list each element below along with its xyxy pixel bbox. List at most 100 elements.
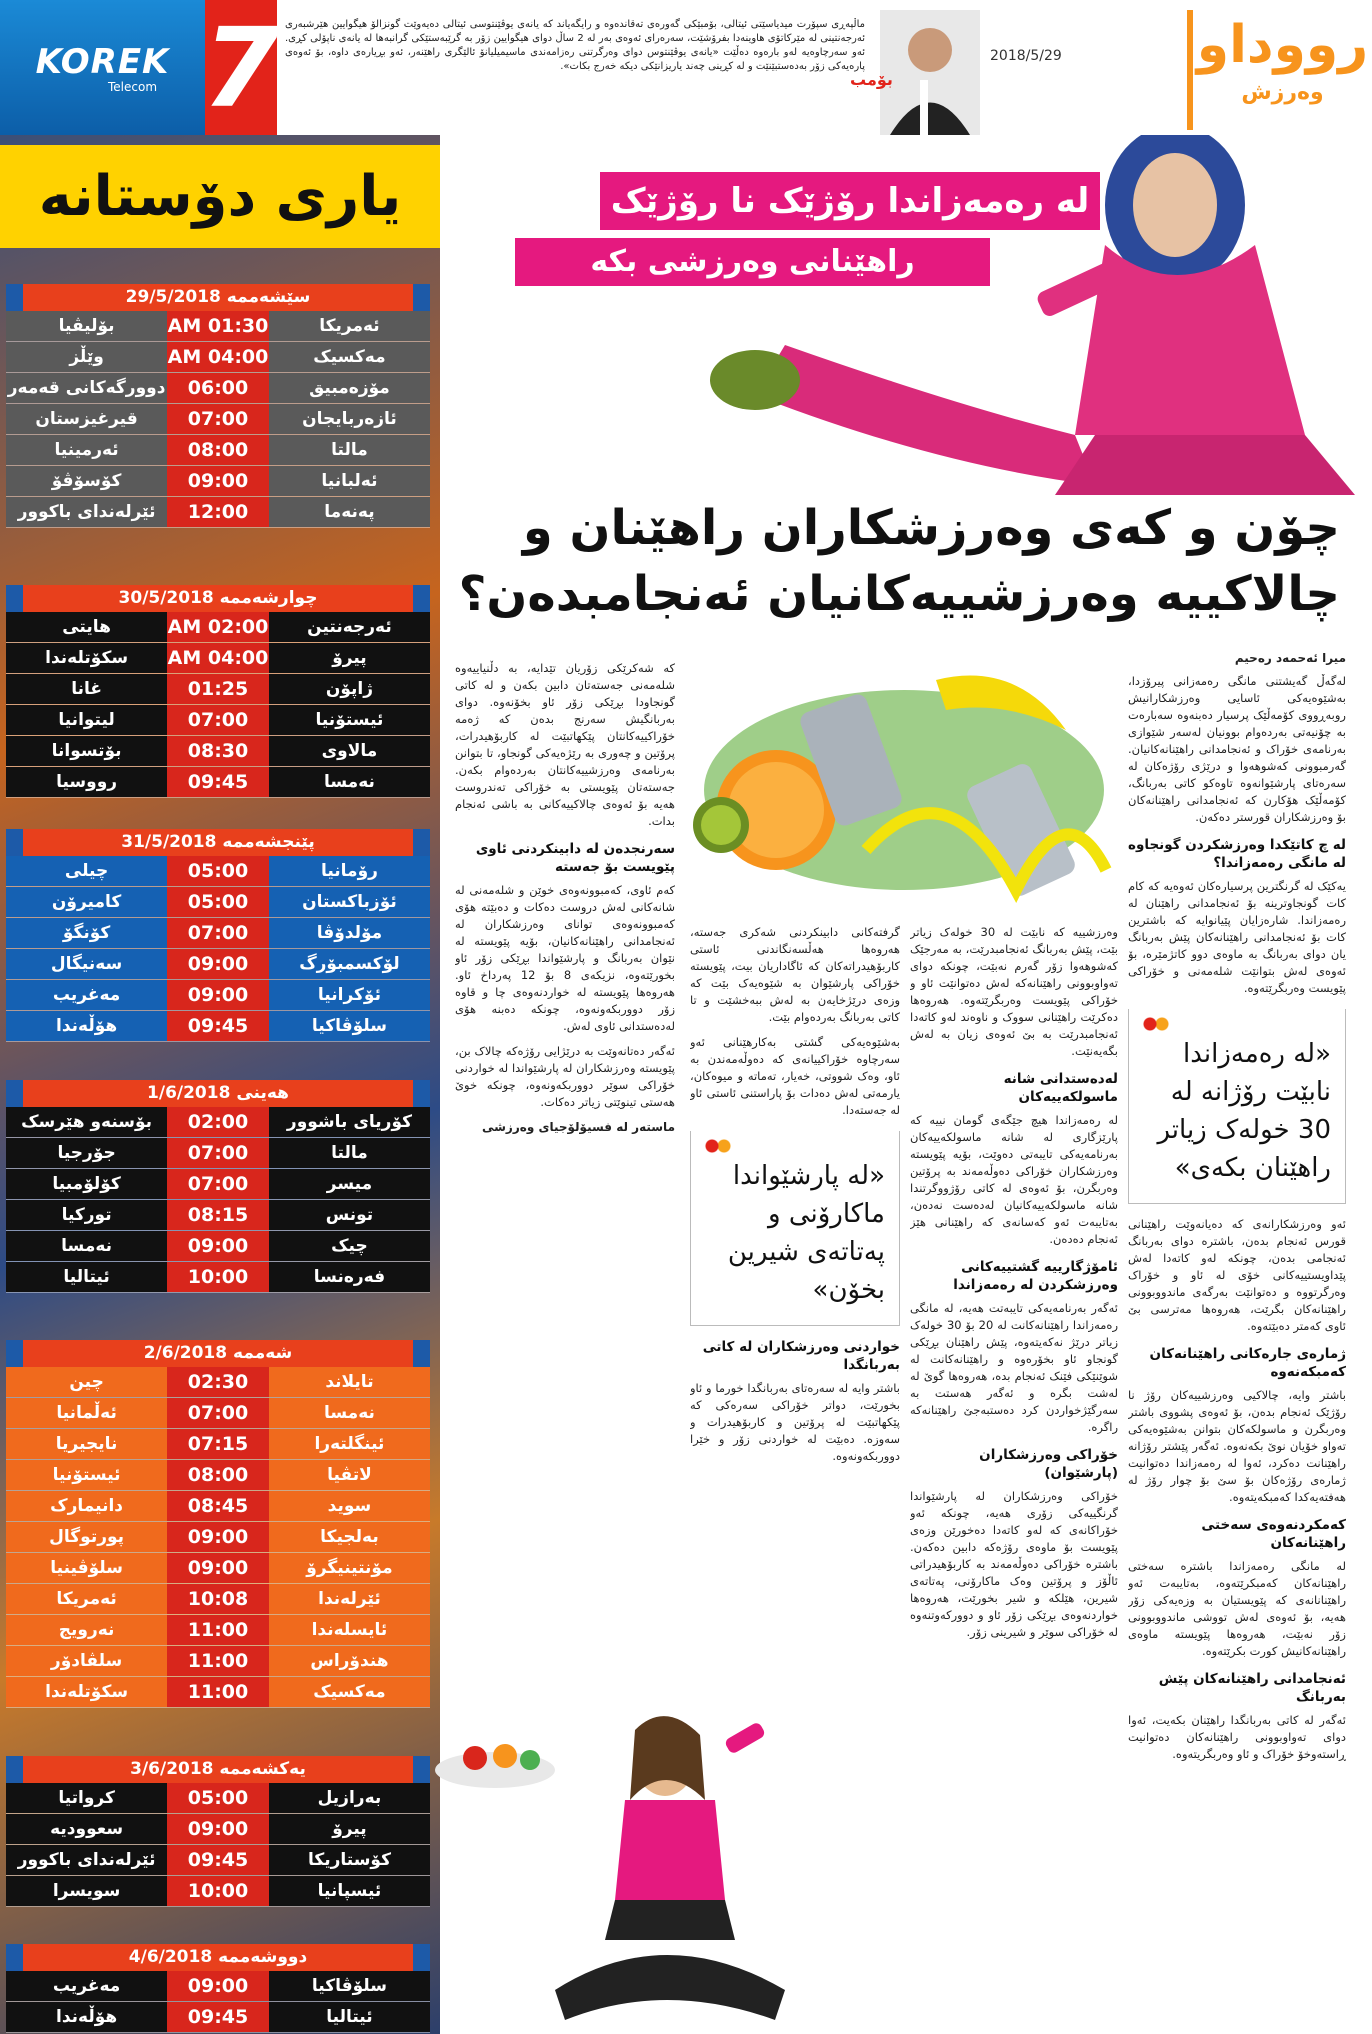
match-row: ئۆکرانیا 09:00 مەغریب [6,980,430,1011]
team: ئەڵمانیا [6,1398,168,1428]
match-row: پەنەما 12:00 ئێرلەندای باکوور [6,497,430,528]
team: پورتوگال [6,1522,168,1552]
team: مەکسیک [268,1677,430,1707]
day-header: یەکشەممە 3/6/2018 [6,1756,430,1783]
match-row: بەرازیل 05:00 کرواتیا [6,1783,430,1814]
subheading: سەرنجدەن لە دابینکردنی ئاوی پێویست بۆ جە… [475,841,675,875]
match-row: ئیتالیا 09:45 هۆڵەندا [6,2002,430,2033]
day-block: دووشەممە 4/6/2018 سلۆڤاکیا 09:00 مەغریب ئیتا… [6,1944,430,2033]
team: بەلجیکا [268,1522,430,1552]
team: رووسیا [6,767,168,797]
team: کۆریای باشوور [268,1107,430,1137]
match-row: مالتا 08:00 ئەرمینیا [6,435,430,466]
team: لیتوانیا [6,705,168,735]
sponsor-logo: KOREK Telecom [0,0,205,135]
match-time: 08:30 [167,736,269,766]
day-header: هەینی 1/6/2018 [6,1080,430,1107]
match-time: 07:00 [167,1398,269,1428]
match-time: 07:00 [167,705,269,735]
match-row: مۆزەمبیق 06:00 دوورگەکانی قەمەر [6,373,430,404]
team: سلۆڤاکیا [268,1971,430,2001]
kicker: راهێنانی وەرزشی بکە [515,238,990,286]
match-row: فەرەنسا 10:00 ئیتالیا [6,1262,430,1293]
team: مالتا [268,435,430,465]
team: ئەرجەنتین [268,612,430,642]
page-number: 7 [203,0,279,135]
body-text: ئەگەر لە کاتی بەربانگدا راهێنان بکەیت، ئ… [1128,1713,1346,1761]
match-time: 11:00 [167,1615,269,1645]
subheading: ژمارەی جارەکانی راهێنانەکان کەمبکەنەوە [1149,1346,1346,1380]
team: هایتی [6,612,168,642]
team: مەکسیک [268,342,430,372]
tag: بۆمب [850,70,893,89]
team: کۆسۆڤۆ [6,466,168,496]
day-header: چوارشەممە 30/5/2018 [6,585,430,612]
match-row: مالتا 07:00 جۆرجیا [6,1138,430,1169]
team: فەرەنسا [268,1262,430,1292]
subheading: خواردنی وەرزشکاران لە کاتی بەربانگدا [702,1339,900,1373]
team: نایجیریا [6,1429,168,1459]
team: ئیتالیا [268,2002,430,2032]
match-time: AM 02:00 [167,612,269,642]
team: هۆڵەندا [6,2002,168,2032]
match-row: لۆکسمبۆرگ 09:00 سەنیگال [6,949,430,980]
team: ئێرلەندا [268,1584,430,1614]
match-row: ئیسپانیا 10:00 سویسرا [6,1876,430,1907]
match-row: رۆمانیا 05:00 چیلی [6,856,430,887]
match-row: ئیستۆنیا 07:00 لیتوانیا [6,705,430,736]
team: ئینگلتەرا [268,1429,430,1459]
team: دانیمارک [6,1491,168,1521]
team: کامیرۆن [6,887,168,917]
match-time: 10:08 [167,1584,269,1614]
match-time: 09:45 [167,1011,269,1041]
match-time: 05:00 [167,856,269,886]
team: ئیستۆنیا [6,1460,168,1490]
team: کۆنگۆ [6,918,168,948]
team: سکۆتلەندا [6,1677,168,1707]
team: سوید [268,1491,430,1521]
body-text: یەکێک لە گرنگترین پرسیارەکان ئەوەیە کە ک… [1128,879,1346,995]
body-text: ئەو وەرزشکارانەی کە دەیانەوێت راهێنانی ق… [1128,1217,1346,1333]
article-column: کە شەکرێکی زۆریان تێدایە، بە دڵنیاییەوە … [455,660,675,1690]
match-row: میسر 07:00 کۆلۆمبیا [6,1169,430,1200]
match-time: 08:45 [167,1491,269,1521]
team: نەرویج [6,1615,168,1645]
match-time: 07:00 [167,918,269,948]
match-row: نەمسا 09:45 رووسیا [6,767,430,798]
match-row: ئایسلەندا 11:00 نەرویج [6,1615,430,1646]
team: تایلاند [268,1367,430,1397]
match-row: ئێرلەندا 10:08 ئەمریکا [6,1584,430,1615]
match-time: 06:00 [167,373,269,403]
team: کۆلۆمبیا [6,1169,168,1199]
match-time: 09:00 [167,466,269,496]
kicker: لە رەمەزاندا رۆژێک نا رۆژێک [600,172,1100,230]
ticker: ماڵپەڕی سپۆرت میدیاسێتی ئیتالی، بۆمبێکی … [285,19,865,72]
match-row: مەکسیک AM 04:00 وێڵز [6,342,430,373]
team: ئیستۆنیا [268,705,430,735]
body-text: کە شەکرێکی زۆریان تێدایە، بە دڵنیاییەوە … [455,661,675,828]
team: بۆسنەو هێرسک [6,1107,168,1137]
team: سلڤادۆر [6,1646,168,1676]
day-block: پێنجشەممە 31/5/2018 رۆمانیا 05:00 چیلی ئۆزبا… [6,829,430,1042]
match-row: مالاوی 08:30 بۆتسوانا [6,736,430,767]
team: تونس [268,1200,430,1230]
subheading: کەمکردنەوەی سەختی راهێنانەکان [1201,1517,1346,1551]
team: پیرۆ [268,1814,430,1844]
body-text: لە رەمەزاندا هیچ جێگەی گومان نییە کە پار… [910,1113,1118,1246]
match-time: AM 04:00 [167,643,269,673]
team: پیرۆ [268,643,430,673]
team: مۆنتینیگرۆ [268,1553,430,1583]
team: ئۆکرانیا [268,980,430,1010]
team: ئەمریکا [268,311,430,341]
day-block: سێشەممە 29/5/2018 ئەمریکا AM 01:30 بۆلیڤیا م… [6,284,430,528]
team: لاتڤیا [268,1460,430,1490]
team: چین [6,1367,168,1397]
article-column: وەرزشییە کە نابێت لە 30 خولەک زیاتر بێت،… [910,924,1118,2034]
team: سلۆڤینیا [6,1553,168,1583]
team: هۆڵەندا [6,1011,168,1041]
date: 2018/5/29 [990,48,1062,64]
pull-quote: «لە پارشێواندا ماکارۆنی و پەتاتەی شیرین … [690,1131,900,1326]
match-time: 10:00 [167,1262,269,1292]
team: سەنیگال [6,949,168,979]
team: ئەرمینیا [6,435,168,465]
